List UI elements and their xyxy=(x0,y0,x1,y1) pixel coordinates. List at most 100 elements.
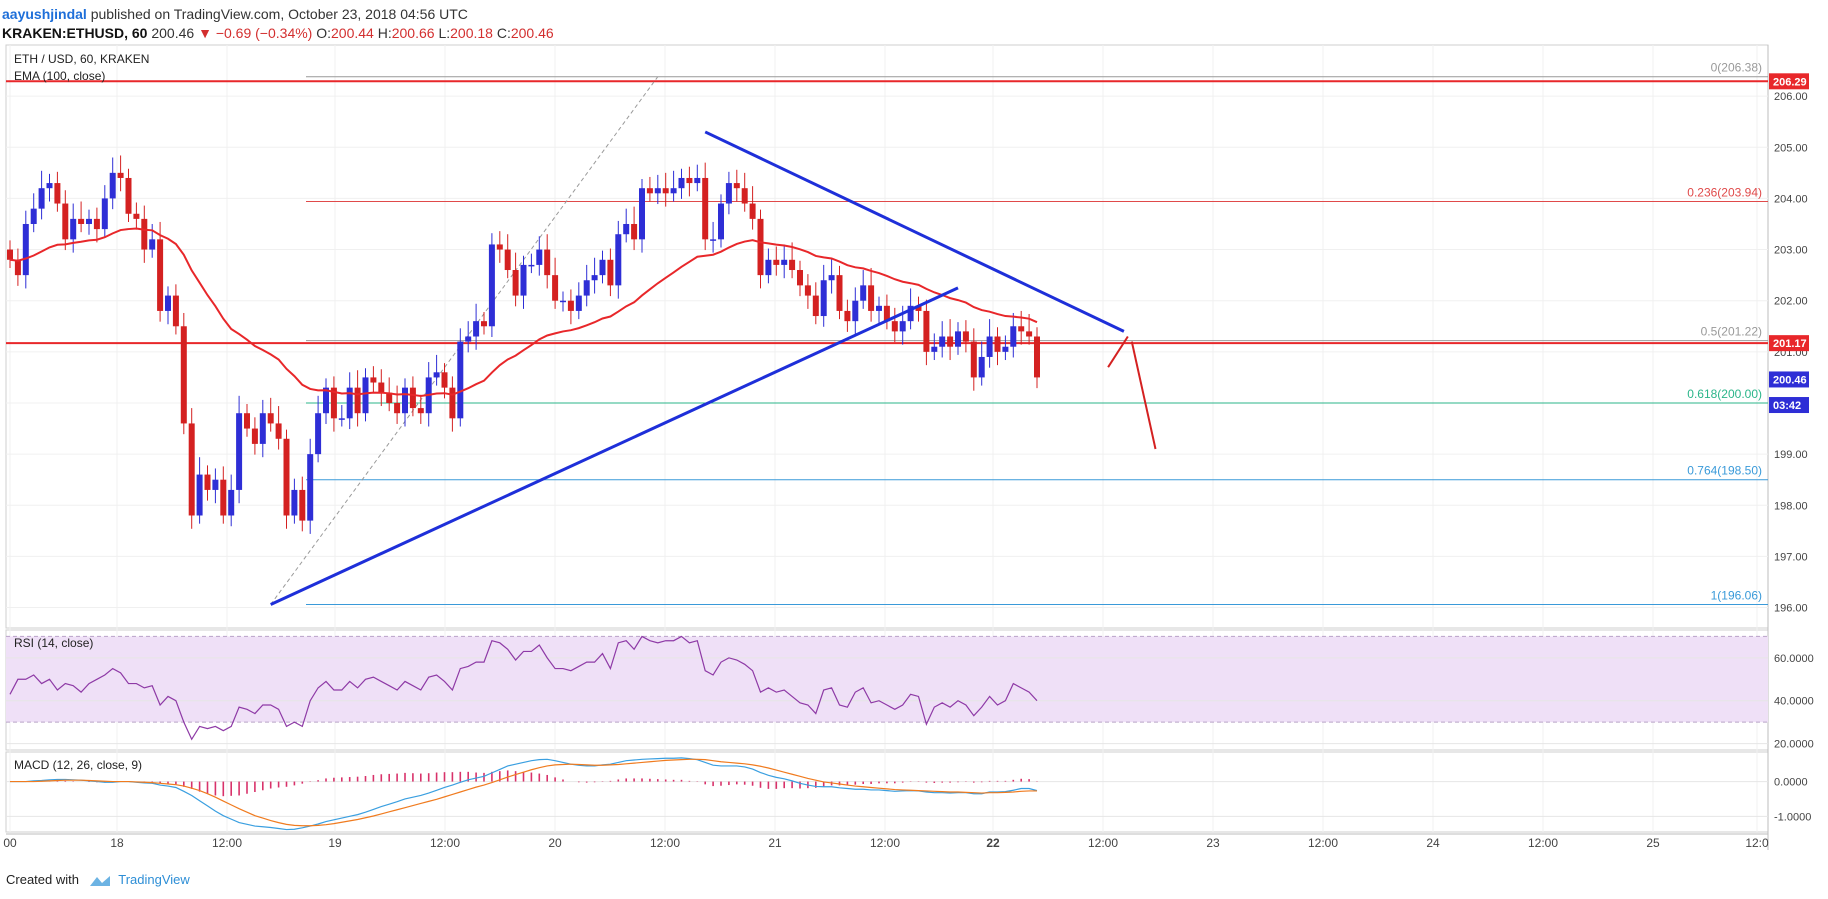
candle-body xyxy=(962,331,969,342)
low-value: 200.18 xyxy=(450,25,493,41)
candle-body xyxy=(583,280,590,296)
candle-body xyxy=(876,305,882,311)
candle-body xyxy=(78,218,85,224)
macd-tick-label: -1.0000 xyxy=(1774,811,1811,823)
candle-body xyxy=(165,295,171,311)
candle-body xyxy=(441,372,448,388)
candle-body xyxy=(891,321,898,332)
candle-body xyxy=(820,280,827,317)
open-label: O: xyxy=(316,25,332,41)
candle-body xyxy=(844,310,851,322)
fib-level-label: 0.5(201.22) xyxy=(1701,325,1762,339)
candle-body xyxy=(394,402,401,414)
created-with-text: Created with xyxy=(6,872,79,887)
candle-body xyxy=(615,234,622,286)
y-tick-label: 196.00 xyxy=(1774,603,1808,615)
x-tick-label: 21 xyxy=(768,836,782,850)
y-tick-label: 206.00 xyxy=(1774,91,1808,103)
x-tick-label: 24 xyxy=(1426,836,1440,850)
macd-line xyxy=(10,757,1038,831)
candle-body xyxy=(646,188,653,194)
candle-body xyxy=(931,346,938,352)
price-tag-box xyxy=(1769,73,1809,90)
high-label: H: xyxy=(377,25,392,41)
candle-body xyxy=(378,382,385,393)
ema-line xyxy=(9,227,1038,398)
candle-body xyxy=(417,408,424,414)
rsi-line xyxy=(9,635,1038,741)
candle-body xyxy=(789,259,796,271)
candle-body xyxy=(362,377,369,414)
candle-body xyxy=(915,305,922,311)
rsi-legend: RSI (14, close) xyxy=(14,636,93,650)
x-tick-label: 23 xyxy=(1206,836,1220,850)
x-tick-label: 12:00 xyxy=(430,836,460,850)
y-tick-label: 199.00 xyxy=(1774,449,1808,461)
candle-body xyxy=(654,188,661,194)
candle-body xyxy=(710,239,717,241)
candle-body xyxy=(133,213,140,219)
candle-body xyxy=(528,264,535,267)
candle-body xyxy=(188,423,195,516)
candle-body xyxy=(101,198,108,230)
candle-body xyxy=(560,300,566,303)
signal-line xyxy=(10,758,1037,827)
candle-body xyxy=(852,300,859,322)
fib-level-label: 0.236(203.94) xyxy=(1687,185,1762,199)
author-link[interactable]: aayushjindal xyxy=(2,6,87,22)
candle-body xyxy=(970,341,977,378)
high-value: 200.66 xyxy=(391,25,435,41)
candle-body xyxy=(180,326,187,424)
y-tick-label: 204.00 xyxy=(1774,193,1808,205)
price-change: ▼ −0.69 (−0.34%) xyxy=(198,25,313,41)
candle-body xyxy=(283,438,290,516)
rising-trendline xyxy=(270,286,959,606)
candle-body xyxy=(354,387,361,414)
candle-body xyxy=(907,305,914,322)
candle-body xyxy=(702,177,709,240)
candle-body xyxy=(275,423,282,439)
candle-body xyxy=(773,259,780,265)
candle-body xyxy=(1026,331,1033,337)
x-tick-label: 25 xyxy=(1646,836,1660,850)
rsi-tick-label: 60.0000 xyxy=(1774,653,1814,665)
candle-body xyxy=(212,479,219,490)
candle-body xyxy=(797,270,803,286)
candle-body xyxy=(947,336,954,347)
candle-body xyxy=(228,489,235,516)
candle-body xyxy=(994,336,1001,352)
publish-line: aayushjindal published on TradingView.co… xyxy=(2,6,468,22)
candle-body xyxy=(536,249,543,265)
candle-body xyxy=(14,259,21,276)
candle-body xyxy=(575,295,582,311)
price-tag-box xyxy=(1769,397,1809,414)
x-tick-label: 12:00 xyxy=(1308,836,1338,850)
fib-level-label: 0.618(200.00) xyxy=(1687,387,1762,401)
candle-body xyxy=(386,392,393,403)
price-legend-title: ETH / USD, 60, KRAKEN xyxy=(14,52,149,66)
price-pane xyxy=(5,44,1769,629)
candle-body xyxy=(402,387,408,414)
candle-body xyxy=(733,183,740,189)
symbol-name: KRAKEN:ETHUSD, 60 xyxy=(2,25,148,41)
candle-body xyxy=(62,203,69,240)
x-tick-label: 00 xyxy=(3,836,17,850)
candle-body xyxy=(1002,346,1009,352)
candle-body xyxy=(251,428,258,444)
candle-body xyxy=(765,259,772,276)
tradingview-brand-link[interactable]: TradingView xyxy=(118,872,190,887)
candle-body xyxy=(631,223,638,240)
open-value: 200.44 xyxy=(331,25,374,41)
candle-body xyxy=(457,341,464,419)
x-tick-label: 12:00 xyxy=(1088,836,1118,850)
close-value: 200.46 xyxy=(510,25,554,41)
price-tag-label: 206.29 xyxy=(1773,76,1807,88)
candle-body xyxy=(781,259,788,265)
candle-body xyxy=(299,489,306,521)
macd-tick-label: 0.0000 xyxy=(1774,777,1808,789)
candle-body xyxy=(725,183,732,204)
candle-body xyxy=(678,177,685,189)
candle-body xyxy=(662,188,669,194)
close-label: C: xyxy=(496,25,511,41)
